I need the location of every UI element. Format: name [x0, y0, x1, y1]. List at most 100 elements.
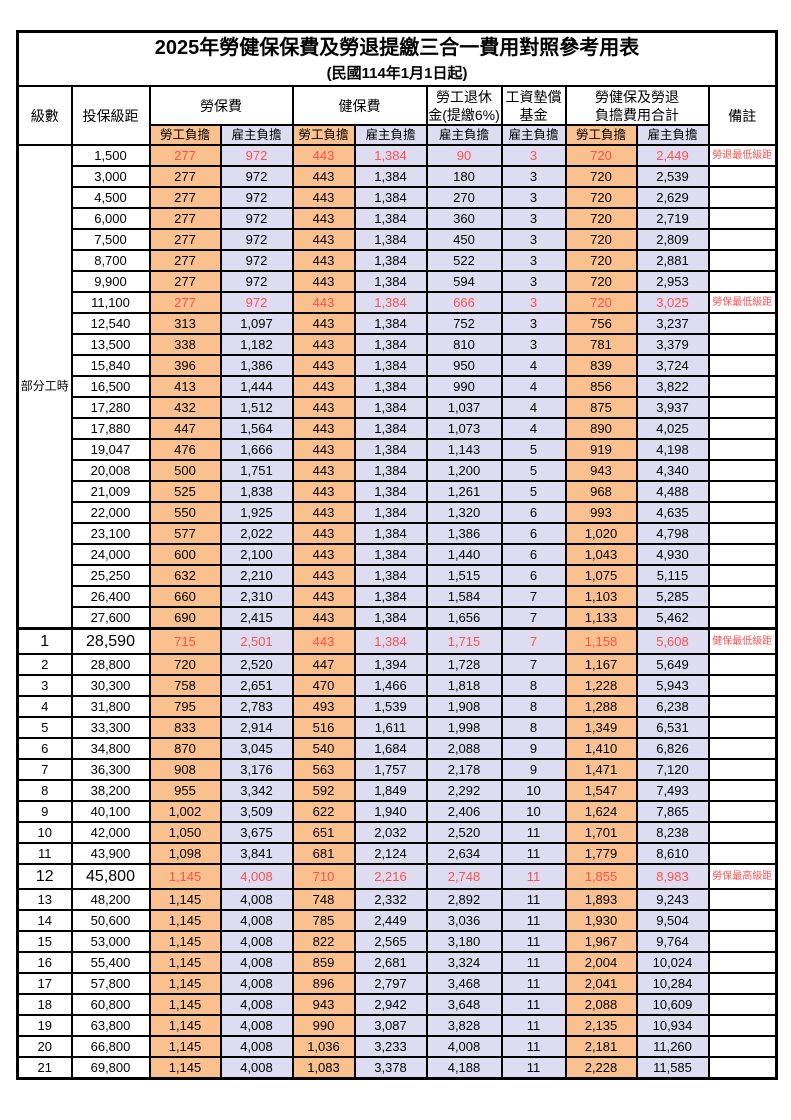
pension-employer-cell: 1,998 — [425, 716, 503, 739]
table-row: 7 36,300 908 3,176 563 1,757 2,178 9 1,471 7,120 — [16, 758, 778, 781]
labor-employer-cell: 972 — [219, 228, 294, 251]
note-cell — [707, 543, 778, 566]
total-employer-cell: 11,585 — [635, 1056, 710, 1080]
level-cell: 14 — [16, 909, 73, 932]
labor-employer-cell: 972 — [219, 270, 294, 293]
pension-employer-cell: 90 — [425, 144, 503, 167]
labor-employee-cell: 277 — [148, 249, 222, 272]
labor-employee-cell: 690 — [148, 606, 222, 630]
total-employer-cell: 11,260 — [635, 1035, 710, 1058]
total-employee-cell: 2,041 — [564, 972, 638, 995]
labor-employee-cell: 1,098 — [148, 842, 222, 865]
bracket-cell: 48,200 — [70, 888, 151, 911]
table-row: 17 57,800 1,145 4,008 896 2,797 3,468 11 2,041 10… — [16, 972, 778, 995]
pension-employer-cell: 2,748 — [425, 863, 503, 890]
total-employer-cell: 10,609 — [635, 993, 710, 1016]
total-employer-cell: 5,462 — [635, 606, 710, 630]
total-employee-cell: 1,701 — [564, 821, 638, 844]
wage-fund-employer-cell: 8 — [500, 695, 567, 718]
note-cell — [707, 228, 778, 251]
bracket-cell: 34,800 — [70, 737, 151, 760]
labor-employee-cell: 1,145 — [148, 993, 222, 1016]
note-cell — [707, 417, 778, 440]
total-employer-cell: 5,285 — [635, 585, 710, 608]
labor-employee-cell: 908 — [148, 758, 222, 781]
total-employer-cell: 2,449 — [635, 144, 710, 167]
health-employer-cell: 1,611 — [353, 716, 428, 739]
health-employee-cell: 443 — [291, 249, 356, 272]
note-cell — [707, 480, 778, 503]
pension-employer-cell: 2,406 — [425, 800, 503, 823]
health-employer-cell: 1,384 — [353, 543, 428, 566]
health-employee-cell: 443 — [291, 438, 356, 461]
health-employer-cell: 1,394 — [353, 653, 428, 676]
health-employee-cell: 443 — [291, 333, 356, 356]
table-row: 21,009 525 1,838 443 1,384 1,261 5 968 4,488 — [18, 480, 778, 503]
pension-employer-cell: 1,440 — [425, 543, 503, 566]
labor-employee-cell: 277 — [148, 270, 222, 293]
pension-employer-cell: 1,037 — [425, 396, 503, 419]
total-employee-cell: 1,075 — [564, 564, 638, 587]
bracket-cell: 22,000 — [70, 501, 151, 524]
total-employee-cell: 1,410 — [564, 737, 638, 760]
total-employee-cell: 1,043 — [564, 543, 638, 566]
health-employee-cell: 896 — [291, 972, 356, 995]
total-employer-cell: 2,539 — [635, 165, 710, 188]
bracket-cell: 66,800 — [70, 1035, 151, 1058]
table-row: 9,900 277 972 443 1,384 594 3 720 2,953 — [18, 270, 778, 293]
labor-employer-cell: 2,310 — [219, 585, 294, 608]
health-employee-cell: 592 — [291, 779, 356, 802]
labor-employee-cell: 525 — [148, 480, 222, 503]
pension-employer-cell: 2,520 — [425, 821, 503, 844]
bracket-cell: 28,590 — [70, 627, 151, 655]
health-employer-cell: 2,942 — [353, 993, 428, 1016]
labor-employer-cell: 972 — [219, 291, 294, 314]
note-cell: 勞退最低級距 — [707, 144, 778, 167]
health-employer-cell: 1,384 — [353, 627, 428, 655]
header-level: 級數 — [16, 85, 73, 146]
health-employee-cell: 859 — [291, 951, 356, 974]
total-employer-cell: 8,238 — [635, 821, 710, 844]
total-employee-cell: 839 — [564, 354, 638, 377]
health-employee-cell: 651 — [291, 821, 356, 844]
health-employer-cell: 1,384 — [353, 564, 428, 587]
table-row: 12,540 313 1,097 443 1,384 752 3 756 3,237 — [18, 312, 778, 335]
bracket-cell: 45,800 — [70, 863, 151, 890]
labor-employee-cell: 277 — [148, 291, 222, 314]
health-employer-cell: 1,384 — [353, 186, 428, 209]
total-employee-cell: 875 — [564, 396, 638, 419]
labor-employer-cell: 2,783 — [219, 695, 294, 718]
labor-employer-cell: 2,520 — [219, 653, 294, 676]
note-cell — [707, 695, 778, 718]
health-employee-cell: 443 — [291, 354, 356, 377]
total-employer-cell: 3,025 — [635, 291, 710, 314]
health-employer-cell: 2,216 — [353, 863, 428, 890]
note-cell — [707, 674, 778, 697]
pension-employer-cell: 522 — [425, 249, 503, 272]
note-cell — [707, 459, 778, 482]
note-cell — [707, 993, 778, 1016]
health-employee-cell: 748 — [291, 888, 356, 911]
health-employer-cell: 1,539 — [353, 695, 428, 718]
subheader-wage-fund-employer: 雇主負擔 — [500, 124, 567, 146]
total-employer-cell: 3,724 — [635, 354, 710, 377]
wage-fund-employer-cell: 4 — [500, 396, 567, 419]
health-employer-cell: 1,466 — [353, 674, 428, 697]
header-pension: 勞工退休 金(提繳6%) — [425, 85, 503, 126]
bracket-cell: 43,900 — [70, 842, 151, 865]
total-employee-cell: 1,547 — [564, 779, 638, 802]
health-employer-cell: 2,565 — [353, 930, 428, 953]
bracket-cell: 25,250 — [70, 564, 151, 587]
wage-fund-employer-cell: 11 — [500, 1056, 567, 1080]
pension-employer-cell: 3,468 — [425, 972, 503, 995]
total-employer-cell: 4,488 — [635, 480, 710, 503]
wage-fund-employer-cell: 11 — [500, 842, 567, 865]
note-cell — [707, 585, 778, 608]
total-employer-cell: 9,764 — [635, 930, 710, 953]
wage-fund-employer-cell: 11 — [500, 888, 567, 911]
wage-fund-employer-cell: 11 — [500, 930, 567, 953]
wage-fund-employer-cell: 11 — [500, 1035, 567, 1058]
pension-employer-cell: 1,656 — [425, 606, 503, 630]
wage-fund-employer-cell: 6 — [500, 522, 567, 545]
table-row: 4,500 277 972 443 1,384 270 3 720 2,629 — [18, 186, 778, 209]
